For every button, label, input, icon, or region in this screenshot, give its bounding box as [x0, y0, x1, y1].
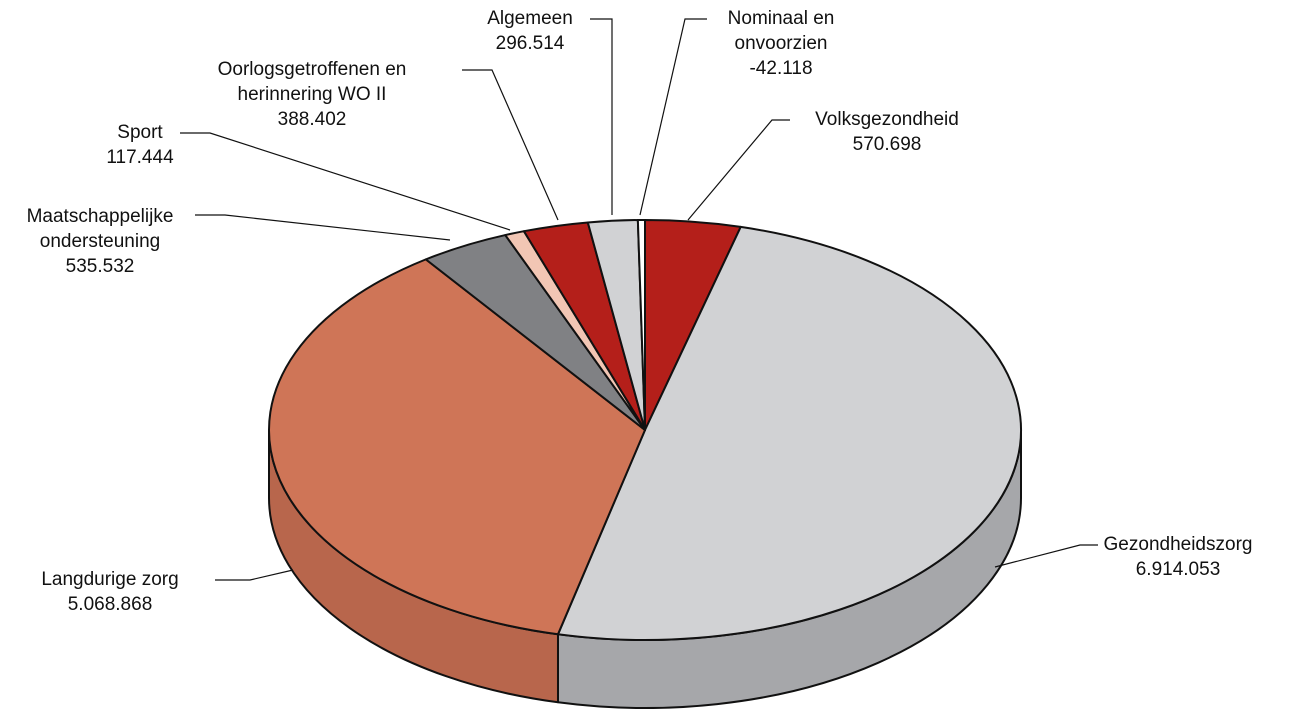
leader-gezondheidszorg: [994, 544, 1098, 568]
category-label-algemeen: Algemeen: [487, 8, 573, 29]
category-label-gezondheidszorg: Gezondheidszorg: [1104, 534, 1253, 555]
leader-sport: [180, 132, 511, 231]
category-label-oorlogsgetroffenen-en-herinnering-wo-ii: herinnering WO II: [238, 84, 387, 105]
leader-maatschappelijke-ondersteuning: [195, 214, 451, 241]
slice-nominaal-en-onvoorzien: [636, 219, 646, 431]
slice-gezondheidszorg: [556, 225, 1022, 641]
slice-langdurige-zorg: [268, 258, 646, 636]
leader-langdurige-zorg: [215, 569, 294, 581]
value-label-langdurige-zorg: 5.068.868: [68, 594, 153, 615]
category-label-langdurige-zorg: Langdurige zorg: [41, 569, 178, 590]
leader-oorlogsgetroffenen-en-herinnering-wo-ii: [462, 69, 559, 221]
category-label-maatschappelijke-ondersteuning: ondersteuning: [40, 231, 160, 252]
slice-labels: Volksgezondheid 570.698 Gezondheidszorg 6.9…: [27, 8, 1253, 615]
value-label-nominaal-en-onvoorzien: -42.118: [749, 58, 812, 79]
category-label-nominaal-en-onvoorzien: Nominaal en: [728, 8, 835, 29]
value-label-volksgezondheid: 570.698: [853, 134, 922, 155]
value-label-gezondheidszorg: 6.914.053: [1136, 559, 1221, 580]
value-label-sport: 117.444: [106, 147, 174, 168]
category-label-sport: Sport: [117, 122, 163, 143]
leader-volksgezondheid: [687, 119, 790, 221]
category-label-maatschappelijke-ondersteuning: Maatschappelijke: [27, 206, 174, 227]
leader-nominaal-en-onvoorzien: [639, 18, 707, 216]
value-label-oorlogsgetroffenen-en-herinnering-wo-ii: 388.402: [278, 109, 347, 130]
category-label-nominaal-en-onvoorzien: onvoorzien: [735, 33, 828, 54]
value-label-maatschappelijke-ondersteuning: 535.532: [66, 256, 135, 277]
category-label-oorlogsgetroffenen-en-herinnering-wo-ii: Oorlogsgetroffenen en: [218, 59, 407, 80]
category-label-volksgezondheid: Volksgezondheid: [815, 109, 959, 130]
value-label-algemeen: 296.514: [496, 33, 565, 54]
leader-algemeen: [590, 18, 613, 215]
leader-lines: [180, 18, 1098, 581]
pie-top-slices: [268, 219, 1022, 641]
